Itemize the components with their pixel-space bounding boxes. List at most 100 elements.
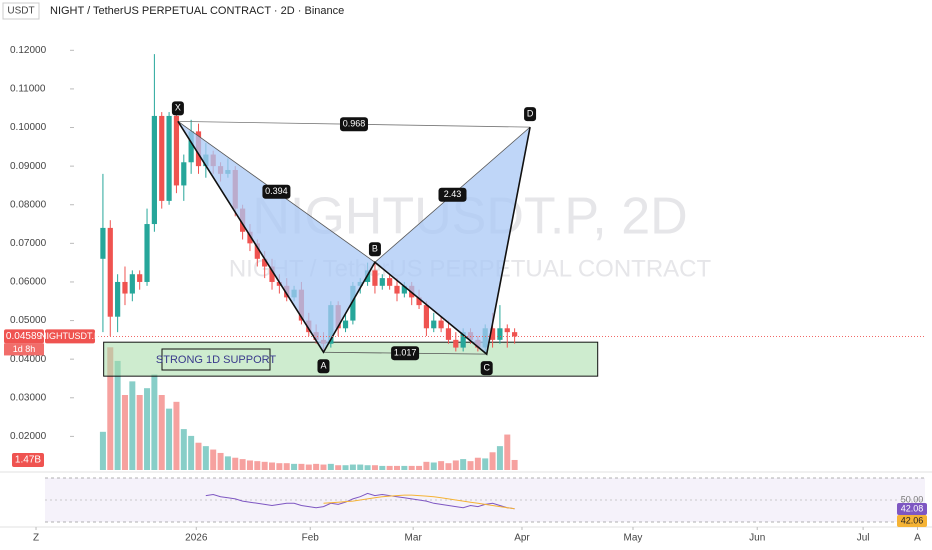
y-tick-label: 0.04000	[10, 354, 47, 365]
volume-bar	[379, 465, 386, 470]
quote[interactable]: USDT	[7, 6, 34, 17]
volume-bar	[496, 446, 503, 470]
volume-bar	[474, 457, 481, 470]
candle-body	[379, 278, 385, 286]
pattern-bcd	[374, 127, 531, 355]
volume-bar	[371, 465, 378, 470]
candle-body	[159, 115, 165, 201]
candle-body	[144, 224, 150, 282]
x-tick-label: Z	[33, 533, 39, 544]
ratio-label: 1.017	[394, 348, 417, 358]
volume-bar	[335, 465, 342, 470]
volume-bar	[114, 360, 121, 470]
pattern-point-label: X	[175, 103, 181, 113]
candle-body	[166, 115, 172, 201]
pattern-point-box	[524, 107, 537, 122]
ratio-box	[262, 184, 291, 199]
volume-bar	[254, 461, 261, 470]
volume-bar	[393, 465, 400, 470]
volume-bar	[438, 461, 445, 470]
rsi-value-box	[897, 503, 927, 515]
pattern-point-label: C	[483, 363, 490, 373]
x-tick-label: A	[914, 533, 921, 544]
volume-bar	[489, 452, 496, 470]
volume-bar	[386, 465, 393, 470]
candle-body	[512, 332, 518, 337]
volume-bar	[232, 457, 239, 470]
pattern-point-label: B	[372, 244, 378, 254]
x-tick-label: Apr	[514, 533, 530, 544]
rsi-tick-label: 50.00	[901, 494, 924, 504]
pattern-leg	[177, 120, 531, 356]
volume-bar	[224, 456, 231, 470]
volume-bar	[482, 458, 489, 470]
volume-bar	[401, 465, 408, 470]
last-price-box	[4, 329, 44, 344]
chart-title: NIGHT / TetherUS PERPETUAL CONTRACT · 2D…	[50, 5, 344, 17]
candle-body	[181, 162, 187, 186]
volume-bar	[180, 429, 187, 470]
volume-bar	[99, 431, 106, 470]
pattern-point-box	[171, 101, 184, 116]
x-tick-label: 2026	[185, 533, 208, 544]
ratio-box	[391, 346, 420, 361]
candle-body	[497, 328, 503, 340]
candle-body	[504, 328, 510, 333]
rsi-line	[205, 492, 515, 510]
y-tick-label: 0.11000	[10, 84, 46, 95]
volume-bar	[445, 463, 452, 470]
x-tick-label: Jun	[749, 533, 765, 544]
pattern-point-label: D	[527, 109, 534, 119]
pattern-point-box	[317, 359, 330, 374]
volume-bar	[313, 463, 320, 470]
volume-bar	[291, 463, 298, 470]
volume-bar	[416, 465, 423, 470]
volume-bar	[202, 446, 209, 470]
volume-bar	[504, 434, 511, 470]
volume-bar	[210, 449, 217, 470]
y-tick-label: 0.09000	[10, 161, 47, 172]
candle-body	[269, 266, 275, 282]
volume-bar	[342, 465, 349, 470]
symbol-box	[45, 329, 95, 344]
candle-body	[387, 278, 393, 286]
symbol-label: NIGHTUSDT.P	[40, 331, 100, 341]
x-tick-label: Jul	[857, 533, 870, 544]
volume-bar	[151, 374, 158, 470]
volume-bar	[129, 381, 136, 470]
pattern-point-box	[480, 361, 493, 376]
volume-bar	[217, 452, 224, 470]
volume-bar	[107, 347, 114, 470]
volume-bar	[276, 463, 283, 470]
volume-bar	[269, 462, 276, 470]
volume-bar	[158, 395, 165, 470]
countdown-box	[4, 343, 44, 356]
volume-bar	[430, 462, 437, 470]
rsi-line	[323, 494, 515, 510]
candle-body	[350, 285, 356, 321]
volume-bar	[239, 459, 246, 470]
ratio-box	[438, 187, 467, 202]
volume-bar	[467, 461, 474, 470]
quote-box[interactable]	[2, 2, 40, 20]
volume-bar	[173, 401, 180, 470]
last-price-label: 0.04589	[6, 331, 43, 342]
candle-body	[262, 258, 268, 267]
volume-bar	[423, 461, 430, 470]
candle-body	[276, 281, 282, 286]
rsi-value-label: 42.06	[901, 515, 924, 525]
y-tick-label: 0.05000	[10, 315, 47, 326]
candle-body	[254, 243, 260, 259]
volume-bar	[349, 464, 356, 470]
ratio-label: 2.43	[444, 189, 462, 199]
y-tick-label: 0.10000	[10, 122, 47, 133]
candle-body	[401, 285, 407, 294]
volume-bar	[298, 463, 305, 470]
volume-bar	[166, 408, 173, 470]
volume-bar	[408, 465, 415, 470]
support-label: STRONG 1D SUPPORT	[156, 354, 276, 366]
candle-body	[129, 274, 135, 294]
volume-bar	[364, 465, 371, 470]
candle-body	[247, 231, 253, 244]
